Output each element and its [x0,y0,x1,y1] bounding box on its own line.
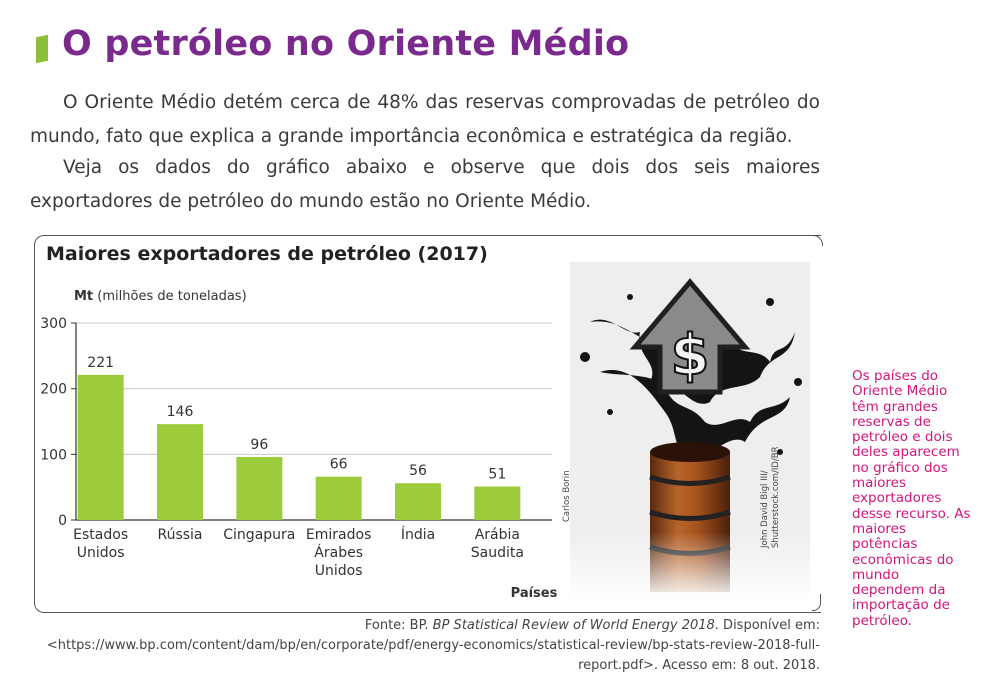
bar [77,374,124,520]
chart-x-tick-labels: Estados Unidos Rússia Cingapura Emirados Árab… [73,526,524,579]
data-label: 96 [250,437,268,453]
y-tick-label: 200 [40,382,67,398]
bar [474,486,521,520]
oil-barrel-dollar-illustration: $ [570,262,810,602]
page-title: O petróleo no Oriente Médio [62,24,630,64]
chart-intro-paragraph: Veja os dados do gráfico abaixo e observ… [30,157,820,212]
bar [395,483,441,520]
y-axis-label: Mt (milhões de toneladas) [74,289,247,304]
chart-title: Maiores exportadores de petróleo (2017) [46,243,488,265]
source-prefix: Fonte: BP. [364,618,433,633]
y-axis-unit-description: (milhões de toneladas) [93,289,247,304]
x-tick-label: Emirados Árabes Unidos [306,527,371,579]
data-label: 51 [488,467,506,483]
data-label: 146 [167,404,194,420]
source-url: . Disponível em: <https://www.bp.com/con… [46,618,820,673]
dollar-sign-icon: $ [671,323,710,388]
intro-paragraph: O Oriente Médio detém cerca de 48% das r… [30,92,820,147]
y-tick-label: 100 [40,447,67,463]
bar [236,456,283,520]
data-label: 66 [330,457,348,473]
y-axis-unit: Mt [74,289,93,304]
source-citation: Fonte: BP. BP Statistical Review of Worl… [40,616,820,676]
chart-data-labels: 221 146 96 66 56 51 [87,355,506,483]
sidenote: Os países do Oriente Médio têm grandes r… [852,368,971,629]
source-publication: BP Statistical Review of World Energy 20… [432,618,715,633]
x-tick-label: Cingapura [223,527,295,543]
title-marker [36,34,48,64]
data-label: 56 [409,463,427,479]
bar [315,476,362,520]
photo-credit: John David Bigl III/ Shutterstock.com/ID… [760,446,781,549]
chart-bars [77,374,521,520]
up-arrow-icon [629,278,751,395]
y-tick-label: 300 [40,316,67,332]
x-tick-label: Rússia [157,527,202,543]
chart-grid: 0 100 200 300 [40,316,552,529]
data-label: 221 [87,355,114,371]
y-tick-label: 0 [58,513,67,529]
x-tick-label: Arábia Saudita [471,527,524,561]
x-axis-label: Países [511,586,558,601]
bar-chart: Mt (milhões de toneladas) 0 100 200 300 221… [40,289,558,601]
x-tick-label: Índia [401,526,435,543]
x-tick-label: Estados Unidos [73,527,128,561]
bar [157,424,203,520]
